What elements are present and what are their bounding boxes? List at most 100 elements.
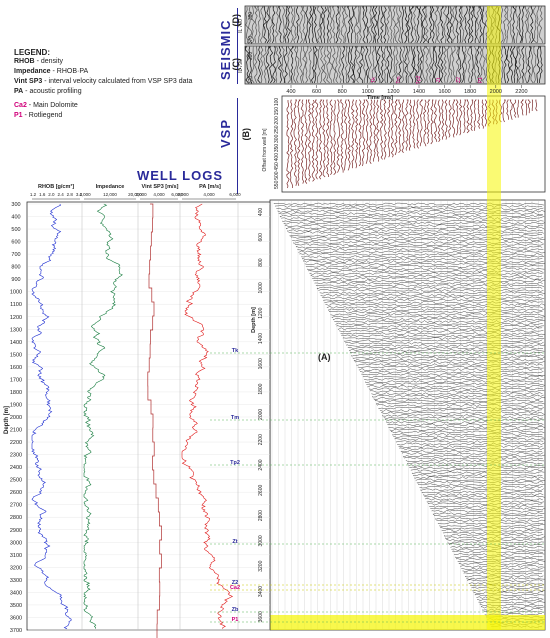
vsp-b-trace xyxy=(333,99,337,176)
well-depth-tick-label: 500 xyxy=(11,227,20,233)
vsp-a-trace xyxy=(379,409,543,412)
seismic-trace xyxy=(539,46,543,84)
seismic-trace xyxy=(479,46,483,84)
seismic-trace xyxy=(386,6,390,44)
legend-marker-p1: P1 - Rotliegend xyxy=(14,112,63,119)
seismic-trace xyxy=(506,46,510,84)
seismic-trace xyxy=(257,46,261,84)
seismic-trace xyxy=(425,46,429,84)
vsp-bracket xyxy=(237,98,241,194)
vsp-b-trace xyxy=(397,99,402,154)
seismic-trace xyxy=(282,6,285,44)
seismic-trace xyxy=(326,46,330,84)
vsp-a-trace xyxy=(389,428,544,431)
vsp-a-trace xyxy=(349,349,545,352)
vsp-b-trace xyxy=(430,99,434,145)
horizon-label: P1 xyxy=(232,617,239,623)
highlight-column xyxy=(487,6,501,630)
well-depth-tick-label: 2900 xyxy=(10,528,22,534)
seismic-trace xyxy=(422,46,427,84)
time-tick-label: 1400 xyxy=(413,89,425,95)
vsp-a-trace xyxy=(410,469,544,472)
seismic-trace xyxy=(320,6,324,44)
vsp-b-trace xyxy=(325,99,330,177)
seismic-trace xyxy=(377,46,382,84)
seismic-trace xyxy=(470,6,474,44)
seismic-trace xyxy=(434,6,438,44)
vsp-a-trace xyxy=(418,483,545,487)
seismic-trace xyxy=(350,46,354,84)
vsp-a-trace xyxy=(400,450,543,453)
vsp-b-trace xyxy=(318,99,323,180)
seismic-trace xyxy=(506,6,510,44)
seismic-trace xyxy=(509,46,513,84)
vsp-b-trace xyxy=(509,99,513,120)
seismic-trace xyxy=(383,6,387,44)
seismic-trace xyxy=(383,46,388,84)
well-depth-tick-label: 1400 xyxy=(10,340,22,346)
seismic-trace xyxy=(469,46,474,84)
well-log-tick-label: 2,000 xyxy=(177,192,189,197)
vsp-depth-tick-label: 2800 xyxy=(258,510,264,521)
vsp-a-trace xyxy=(341,334,543,338)
vsp-b-trace xyxy=(520,99,525,116)
seismic-trace xyxy=(329,6,333,44)
well-depth-tick-label: 900 xyxy=(11,277,20,283)
well-depth-axis-title: Depth [m] xyxy=(4,406,10,434)
vsp-a-trace xyxy=(462,570,544,573)
vsp-a-trace xyxy=(361,373,545,376)
highlight-p1-band xyxy=(206,615,545,630)
well-depth-axis: 300 400 500 600 700 800 900 1000 1100 1200 1300 140… xyxy=(4,202,22,634)
seismic-trace xyxy=(527,46,531,84)
seismic-trace xyxy=(482,6,486,44)
vsp-a-trace xyxy=(393,435,544,439)
rhob-curve xyxy=(31,203,72,630)
offset-tick-label: 100 xyxy=(274,98,280,107)
vsp-b-trace xyxy=(525,99,528,116)
vsp-b-trace xyxy=(289,99,294,189)
seismic-trace xyxy=(341,46,345,84)
vsp-a-trace xyxy=(468,582,545,585)
vsp-a-trace xyxy=(320,293,543,297)
horizon-label: Zb xyxy=(232,607,239,613)
well-log-tick-label: 4,000 xyxy=(153,192,165,197)
vsp-b-trace xyxy=(441,99,445,140)
legend-line-rhob: RHOB - density xyxy=(14,58,64,65)
seismic-trace xyxy=(253,6,258,44)
seismic-trace xyxy=(455,6,459,44)
seismic-trace xyxy=(277,6,282,44)
vsp-a-trace xyxy=(467,579,543,583)
vsp-a-trace xyxy=(350,351,543,355)
vsp-a-trace xyxy=(312,277,544,280)
vsp-b-trace xyxy=(437,99,441,142)
vsp-b-trace xyxy=(307,99,312,182)
vsp-depth-tick-label: 600 xyxy=(258,233,264,242)
seismic-trace xyxy=(299,6,303,44)
legend-line-vint: Vint SP3 - interval velocity calculated … xyxy=(14,78,193,85)
vsp-a-trace xyxy=(373,397,546,400)
vsp-a-trace xyxy=(353,358,544,362)
vsp-b-trace xyxy=(473,99,477,131)
seismic-trace xyxy=(512,46,516,84)
vsp-a-trace xyxy=(345,341,544,345)
seismic-trace xyxy=(404,6,409,44)
legend-marker-ca2: Ca2 - Main Dolomite xyxy=(14,102,78,109)
seismic-trace xyxy=(503,46,507,84)
seismic-trace xyxy=(305,46,309,84)
seismic-trace xyxy=(287,46,291,84)
seismic-trace xyxy=(308,6,312,43)
seismic-trace xyxy=(533,46,537,84)
seismic-trace xyxy=(365,46,369,84)
seismic-trace xyxy=(254,46,258,84)
seismic-trace xyxy=(533,6,537,44)
vsp-a-trace xyxy=(321,296,545,299)
vsp-b-trace xyxy=(433,99,438,142)
vsp-a-trace xyxy=(477,598,544,602)
seismic-trace xyxy=(443,6,448,44)
vsp-depth-tick-label: 1000 xyxy=(258,282,264,293)
vsp-b-trace xyxy=(329,99,333,175)
vsp-a-trace xyxy=(416,481,544,484)
seismic-bracket xyxy=(237,8,241,84)
vsp-b-trace xyxy=(286,100,290,189)
offset-tick-label: 150 xyxy=(274,107,280,116)
